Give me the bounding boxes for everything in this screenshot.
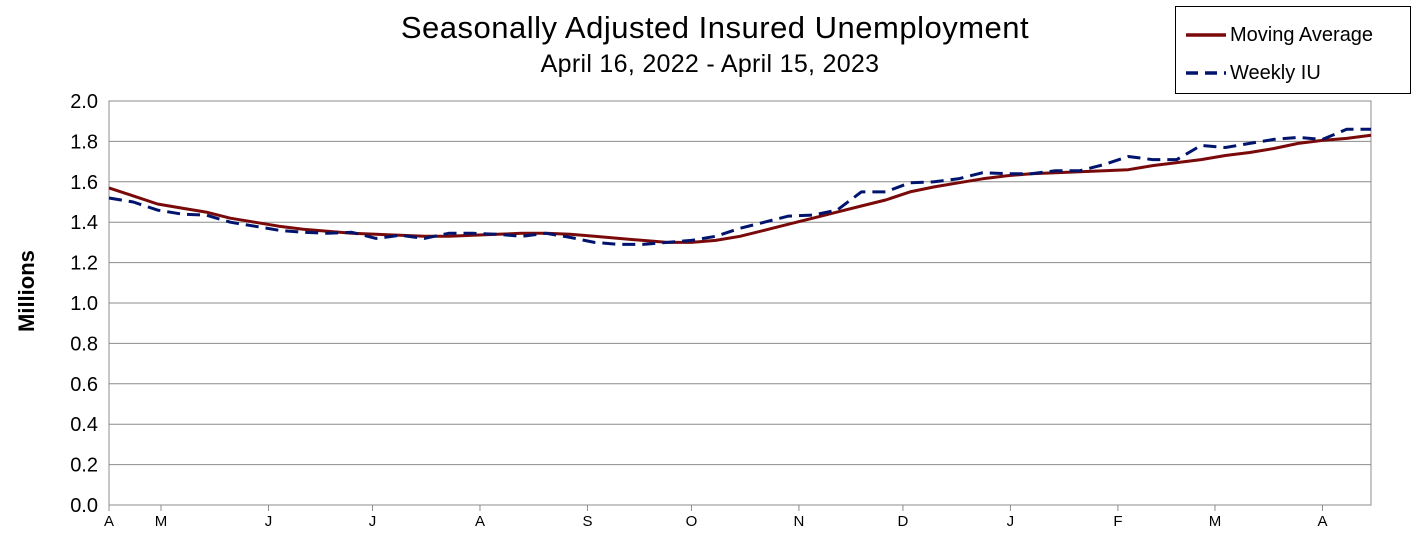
x-tick-label: A: [1317, 513, 1327, 530]
y-tick-label: 1.2: [70, 253, 98, 275]
x-tick-label: D: [898, 513, 909, 530]
y-tick-label: 0.2: [70, 455, 98, 477]
x-tick-label: F: [1113, 513, 1122, 530]
y-tick-label: 1.0: [70, 293, 98, 315]
y-tick-label: 1.6: [70, 172, 98, 194]
x-tick-label: N: [794, 513, 805, 530]
y-tick-label: 2.0: [70, 91, 98, 113]
chart-title: Seasonally Adjusted Insured Unemployment: [400, 10, 1030, 45]
x-tick-label: A: [475, 513, 485, 530]
x-tick-label: M: [1209, 513, 1222, 530]
y-tick-label: 0.4: [70, 414, 98, 436]
x-tick-label: J: [369, 513, 377, 530]
x-tick-label: J: [1007, 513, 1015, 530]
y-tick-label: 1.8: [70, 131, 98, 153]
x-tick-label: A: [104, 513, 114, 530]
legend-entry-moving-average: Moving Average: [1184, 21, 1373, 49]
legend-swatch-weekly-iu: [1186, 71, 1226, 75]
plot-frame: [108, 100, 1372, 506]
x-tick-label: J: [265, 513, 273, 530]
x-tick-label: S: [582, 513, 592, 530]
legend-swatch-moving-average: [1186, 33, 1226, 37]
legend: Moving Average Weekly IU: [1175, 6, 1411, 94]
legend-entry-weekly-iu: Weekly IU: [1184, 59, 1321, 87]
y-tick-label: 0.0: [70, 495, 98, 517]
x-tick-label: O: [686, 513, 698, 530]
chart-subtitle: April 16, 2022 - April 15, 2023: [540, 50, 880, 78]
legend-label-weekly-iu: Weekly IU: [1230, 61, 1321, 84]
y-tick-label: 1.4: [70, 212, 98, 234]
legend-label-moving-average: Moving Average: [1230, 23, 1374, 46]
series-line-moving-average: [108, 133, 1372, 244]
x-tick-label: M: [155, 513, 168, 530]
y-tick-label: 0.6: [70, 374, 98, 396]
series-line-weekly-iu: [108, 127, 1371, 246]
y-tick-label: 0.8: [70, 333, 98, 355]
